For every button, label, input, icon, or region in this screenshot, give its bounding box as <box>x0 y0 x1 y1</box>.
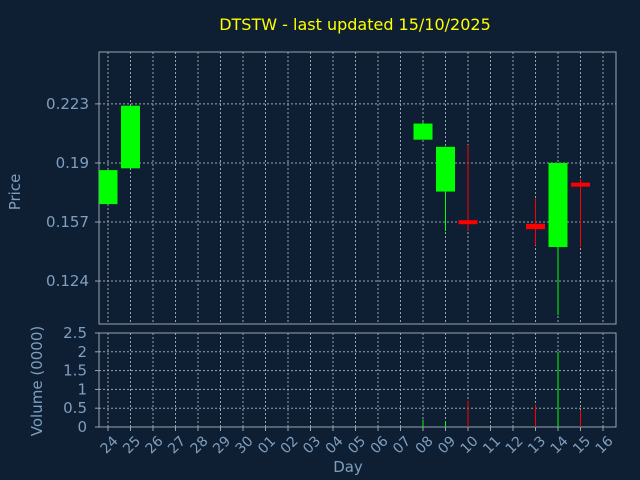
candle-body <box>458 220 478 225</box>
price-tick-label: 0.157 <box>46 213 89 231</box>
candle-body <box>121 105 140 169</box>
price-tick-label: 0.124 <box>46 272 89 290</box>
volume-tick-label: 0 <box>77 418 87 436</box>
volume-tick-label: 1 <box>77 380 87 398</box>
volume-tick-label: 0.5 <box>63 399 87 417</box>
candle-body <box>548 162 568 248</box>
volume-tick-label: 2 <box>77 343 87 361</box>
candle-body <box>526 223 545 230</box>
candle-body <box>99 170 118 205</box>
price-axis-label: Price <box>6 174 24 211</box>
candle-body <box>413 123 433 140</box>
chart-title: DTSTW - last updated 15/10/2025 <box>219 15 491 34</box>
candle-body <box>436 146 455 192</box>
x-axis-label: Day <box>333 458 363 476</box>
volume-axis-label: Volume (0000) <box>28 326 46 436</box>
price-tick-label: 0.223 <box>46 95 89 113</box>
candle-body <box>571 182 590 187</box>
volume-panel-frame <box>98 332 617 428</box>
price-tick-label: 0.19 <box>56 154 89 172</box>
volume-tick-label: 1.5 <box>63 362 87 380</box>
volume-tick-label: 2.5 <box>63 324 87 342</box>
